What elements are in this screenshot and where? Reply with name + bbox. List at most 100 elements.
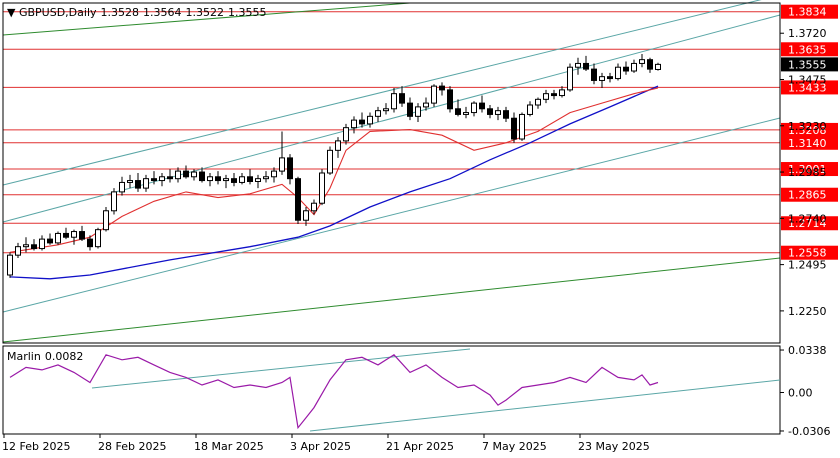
candle-body (335, 140, 341, 151)
candle-body (255, 178, 261, 183)
indicator-trend-upper (91, 348, 471, 389)
candle-body (239, 176, 245, 183)
level-label-6: 1.2865 (788, 189, 827, 202)
candle (423, 97, 429, 111)
main-pane-border (2, 2, 781, 344)
channel-upper-1 (2, 0, 762, 186)
candle (503, 106, 509, 122)
candle (439, 82, 445, 96)
channel-upper-2 (2, 14, 781, 223)
candle (223, 174, 229, 189)
candle-body (615, 66, 621, 80)
candle-body (167, 176, 173, 180)
trend-channels (2, 0, 781, 343)
candle (95, 227, 101, 249)
candle-body (631, 62, 637, 72)
candle (559, 86, 565, 98)
candle (71, 229, 77, 245)
level-label-7: 1.2714 (788, 217, 827, 230)
candle (415, 103, 421, 122)
candle-body (623, 66, 629, 72)
level-label-5: 1.3001 (788, 163, 827, 176)
candle-body (639, 59, 645, 64)
level-label-0: 1.3834 (788, 6, 827, 19)
horizontal-levels (3, 11, 780, 254)
header-high: 1.3564 (143, 6, 182, 19)
candle (479, 95, 485, 113)
candle-body (527, 104, 533, 115)
candle-body (359, 119, 365, 125)
time-tick-label-4: 21 Apr 2025 (386, 440, 454, 453)
candle-body (399, 93, 405, 104)
candle-body (599, 76, 605, 81)
price-tick-label-5: 1.2495 (788, 259, 827, 272)
candle-body (287, 157, 293, 180)
time-tick-label-2: 18 Mar 2025 (194, 440, 264, 453)
time-tick-label-6: 23 May 2025 (578, 440, 650, 453)
candle-body (191, 171, 197, 178)
level-tag-5 (781, 162, 838, 177)
candle (63, 227, 69, 240)
price-tick-label-2: 1.3230 (788, 120, 827, 133)
candle (279, 131, 285, 175)
candle-body (23, 244, 29, 248)
candle (367, 112, 373, 128)
header-symbol: GBPUSD,Daily (19, 6, 97, 19)
candle (351, 116, 357, 134)
candle (391, 88, 397, 113)
candle (399, 86, 405, 107)
candle (191, 169, 197, 181)
candle-body (15, 246, 21, 256)
candle-body (479, 102, 485, 110)
candle (575, 57, 581, 75)
level-label-4: 1.3140 (788, 137, 827, 150)
candle (383, 103, 389, 115)
level-tag-1 (781, 42, 838, 57)
candles (7, 54, 661, 278)
candle (447, 86, 453, 113)
header-close: 1.3555 (228, 6, 267, 19)
candle (151, 171, 157, 185)
level-tag-0 (781, 4, 838, 19)
candle-body (39, 238, 45, 250)
candle-body (95, 229, 101, 248)
candle (535, 97, 541, 109)
candle (263, 171, 269, 183)
candle-body (79, 231, 85, 240)
candle-body (495, 110, 501, 115)
candle (111, 188, 117, 215)
candle-body (439, 85, 445, 91)
candle-body (55, 232, 61, 244)
candle-body (279, 157, 285, 172)
sma-blue-line (9, 85, 659, 280)
header-arrow: ▼ (7, 6, 19, 19)
symbol-header: ▼ GBPUSD,Daily 1.3528 1.3564 1.3522 1.3555 (7, 6, 267, 19)
candle (623, 61, 629, 75)
candle-body (263, 176, 269, 180)
candle-body (543, 93, 549, 100)
candle (631, 59, 637, 73)
current-price-tag (781, 57, 838, 72)
time-tick-label-1: 28 Feb 2025 (98, 440, 166, 453)
candle-body (47, 238, 53, 244)
level-tag-6 (781, 187, 838, 202)
candle (103, 207, 109, 232)
candle-body (583, 62, 589, 70)
price-tick-label-0: 1.3720 (788, 27, 827, 40)
indicator-tick-label-0: 0.0338 (788, 344, 827, 357)
price-tick-label-6: 1.2250 (788, 305, 827, 318)
candle-body (199, 171, 205, 182)
candle-body (519, 113, 525, 140)
candle (87, 235, 93, 251)
time-tick-label-0: 12 Feb 2025 (2, 440, 70, 453)
candle-body (231, 178, 237, 183)
sma-red-line (9, 87, 659, 253)
indicator-tick-label-2: -0.0306 (788, 425, 830, 438)
candle-body (463, 112, 469, 115)
candle (47, 233, 53, 245)
candle (519, 112, 525, 141)
candle (303, 207, 309, 226)
candle-body (127, 180, 133, 183)
